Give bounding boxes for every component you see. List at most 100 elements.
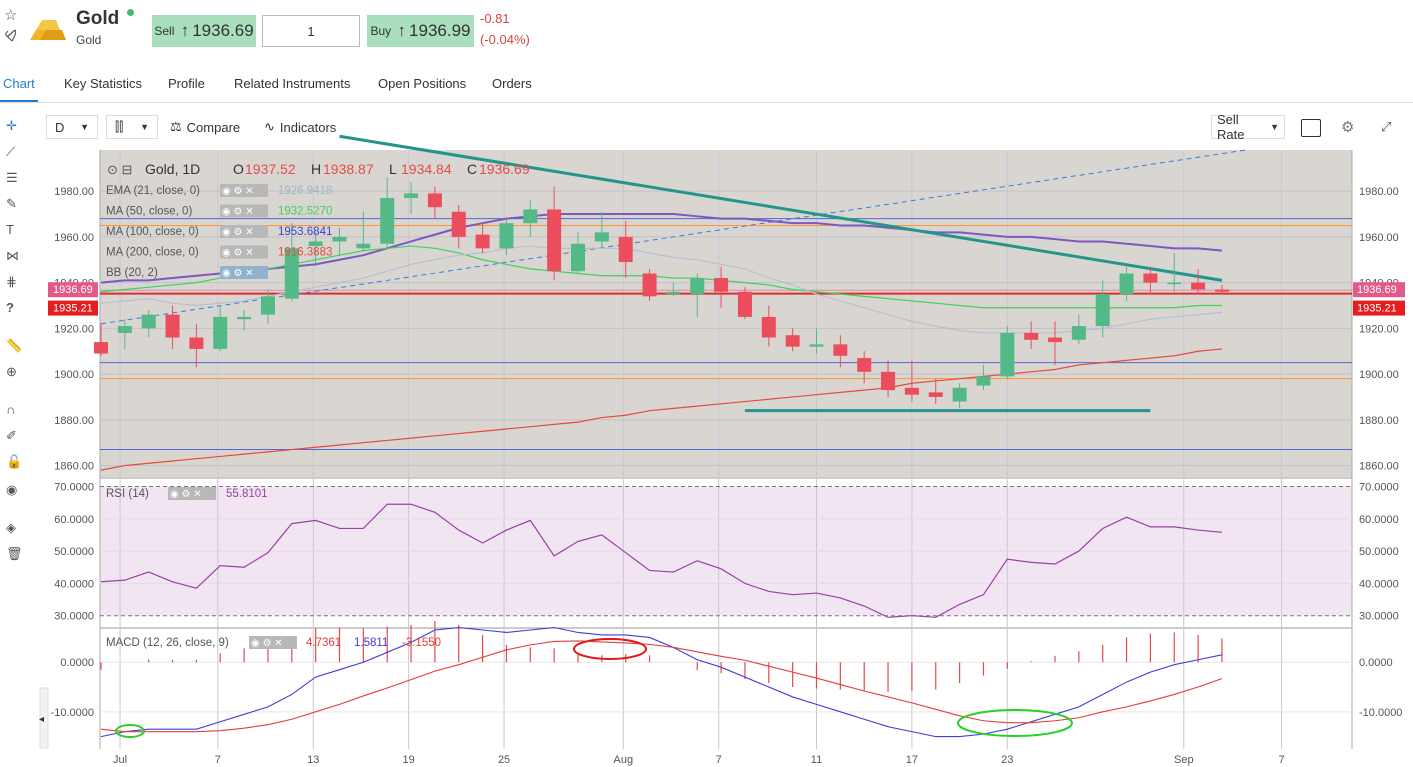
indicators-button[interactable]: ∿ Indicators bbox=[264, 115, 336, 139]
chart-type-select[interactable]: ⫿⫿ ▼ bbox=[106, 115, 158, 139]
compare-button[interactable]: ⚖ Compare bbox=[170, 115, 240, 139]
trash-icon[interactable]: 🗑 bbox=[6, 546, 23, 561]
buy-button[interactable]: Buy ↑ 1936.99 bbox=[367, 15, 474, 47]
help-icon[interactable]: ? bbox=[6, 300, 14, 315]
interval-select[interactable]: D ▼ bbox=[46, 115, 98, 139]
rsi-legend-value: 55.8101 bbox=[226, 488, 268, 500]
tab-related-instruments[interactable]: Related Instruments bbox=[234, 76, 351, 91]
indicator-legend-value: 1926.9418 bbox=[278, 185, 332, 197]
candle-body bbox=[308, 241, 323, 247]
candle-body bbox=[427, 193, 442, 208]
rate-select[interactable]: Sell Rate ▼ bbox=[1211, 112, 1285, 142]
macd-legend-buttons bbox=[249, 636, 297, 649]
ruler-icon[interactable]: 📏 bbox=[6, 338, 23, 353]
candle-body bbox=[809, 344, 824, 347]
candle-body bbox=[571, 243, 585, 272]
y-tick-label-right: 1860.00 bbox=[1359, 461, 1399, 473]
candle-body bbox=[666, 291, 681, 295]
gold-bars-icon bbox=[26, 14, 70, 47]
indicators-icon: ∿ bbox=[264, 119, 275, 134]
candle-body bbox=[547, 209, 562, 272]
candle-body bbox=[1191, 282, 1206, 290]
horizontal-lines-icon[interactable]: ☰ bbox=[6, 170, 18, 185]
ohlc-value: 1938.87 bbox=[323, 161, 374, 177]
y-tick-label-right: 1980.00 bbox=[1359, 186, 1399, 198]
macd-tick-left: 0.0000 bbox=[60, 657, 94, 669]
tab-key-statistics[interactable]: Key Statistics bbox=[64, 76, 143, 91]
ohlc-value: 1936.69 bbox=[479, 161, 530, 177]
quantity-input[interactable]: 1 bbox=[262, 15, 360, 47]
candle-body bbox=[165, 314, 180, 338]
price-tag-level-label: 1935.21 bbox=[1357, 303, 1397, 315]
candle-body bbox=[475, 234, 490, 249]
eye-icon[interactable]: ◉ bbox=[6, 482, 18, 497]
moving-average-line bbox=[100, 348, 1223, 471]
zoom-in-icon[interactable]: ⊕ bbox=[6, 364, 17, 379]
settings-gear-icon[interactable]: ⚙ bbox=[1341, 119, 1355, 136]
candle-body bbox=[1143, 273, 1158, 283]
macd-legend-icons: ◉ ⚙ ✕ bbox=[251, 638, 283, 649]
indicator-legend-name: EMA (21, close, 0) bbox=[106, 185, 200, 197]
lock-icon[interactable]: 🔓 bbox=[6, 454, 23, 469]
macd-line bbox=[100, 626, 1223, 738]
brush-icon[interactable]: ✎ bbox=[6, 196, 17, 211]
magnet-icon[interactable]: ∩ bbox=[6, 402, 16, 417]
candle-body bbox=[833, 344, 848, 356]
layers-icon[interactable]: ◈ bbox=[6, 520, 16, 535]
tab-profile[interactable]: Profile bbox=[168, 76, 205, 91]
price-pane bbox=[100, 150, 1352, 477]
pattern-icon[interactable]: ⋈ bbox=[6, 248, 19, 263]
candle-body bbox=[1167, 282, 1182, 285]
tab-chart[interactable]: Chart bbox=[3, 76, 35, 91]
x-tick-label: 19 bbox=[403, 754, 415, 766]
candle-body bbox=[594, 232, 609, 242]
star-icon[interactable]: ☆ bbox=[4, 7, 18, 24]
market-open-indicator bbox=[127, 9, 134, 16]
chevron-down-icon: ▼ bbox=[80, 122, 89, 132]
price-change-percent: (-0.04%) bbox=[480, 32, 530, 47]
candle-body bbox=[761, 316, 776, 338]
compare-icon: ⚖ bbox=[170, 119, 182, 134]
fib-icon[interactable]: ⋕ bbox=[6, 274, 17, 289]
candle-body bbox=[380, 198, 395, 244]
price-change: -0.81 bbox=[480, 11, 510, 26]
screenshot-icon[interactable] bbox=[1301, 119, 1321, 137]
interval-value: D bbox=[55, 119, 65, 135]
crosshair-icon[interactable]: ✛ bbox=[6, 118, 17, 133]
macd-pane bbox=[100, 630, 1352, 749]
y-tick-label-left: 1860.00 bbox=[54, 461, 94, 473]
indicator-legend-name: MA (100, close, 0) bbox=[106, 226, 199, 238]
candle-body bbox=[714, 278, 729, 292]
stay-in-drawing-icon[interactable]: ✐ bbox=[6, 428, 17, 443]
annotation-circle-green bbox=[957, 709, 1073, 737]
price-tag-current-label: 1936.69 bbox=[1357, 284, 1397, 296]
trend-line-icon[interactable]: ⟋ bbox=[6, 144, 16, 159]
y-tick-label-left: 1880.00 bbox=[54, 415, 94, 427]
x-tick-label: 25 bbox=[498, 754, 510, 766]
sell-button[interactable]: Sell ↑ 1936.69 bbox=[152, 15, 256, 47]
ohlc-key: C bbox=[467, 161, 477, 177]
tab-bar: Chart Key Statistics Profile Related Ins… bbox=[0, 72, 1413, 103]
candles-icon: ⫿⫿ bbox=[115, 119, 124, 134]
candle-body bbox=[690, 278, 705, 295]
text-icon[interactable]: T bbox=[6, 222, 14, 237]
buy-label: Buy bbox=[370, 24, 392, 38]
price-tag-current bbox=[1353, 282, 1405, 298]
indicator-legend-value: 1953.6841 bbox=[278, 226, 332, 238]
price-tag-level bbox=[1353, 300, 1405, 316]
tab-orders[interactable]: Orders bbox=[492, 76, 532, 91]
ohlc-value: 1934.84 bbox=[401, 161, 452, 177]
instrument-header: ☆ Gold Gold Sell ↑ 1936.69 1 Buy ↑ 1936.… bbox=[0, 0, 1413, 62]
candle-body bbox=[117, 326, 132, 333]
tab-open-positions[interactable]: Open Positions bbox=[378, 76, 467, 91]
fullscreen-icon[interactable]: ⤢ bbox=[1381, 119, 1392, 134]
sell-label: Sell bbox=[154, 24, 175, 38]
rsi-tick-left: 40.0000 bbox=[54, 578, 94, 590]
ohlc-value: 1937.52 bbox=[245, 161, 296, 177]
bell-icon[interactable] bbox=[3, 26, 19, 46]
candle-body bbox=[1048, 337, 1062, 343]
indicator-legend-value: 1916.3883 bbox=[278, 247, 332, 259]
macd-tick-right: -10.0000 bbox=[1359, 707, 1402, 719]
candle-body bbox=[332, 236, 347, 242]
